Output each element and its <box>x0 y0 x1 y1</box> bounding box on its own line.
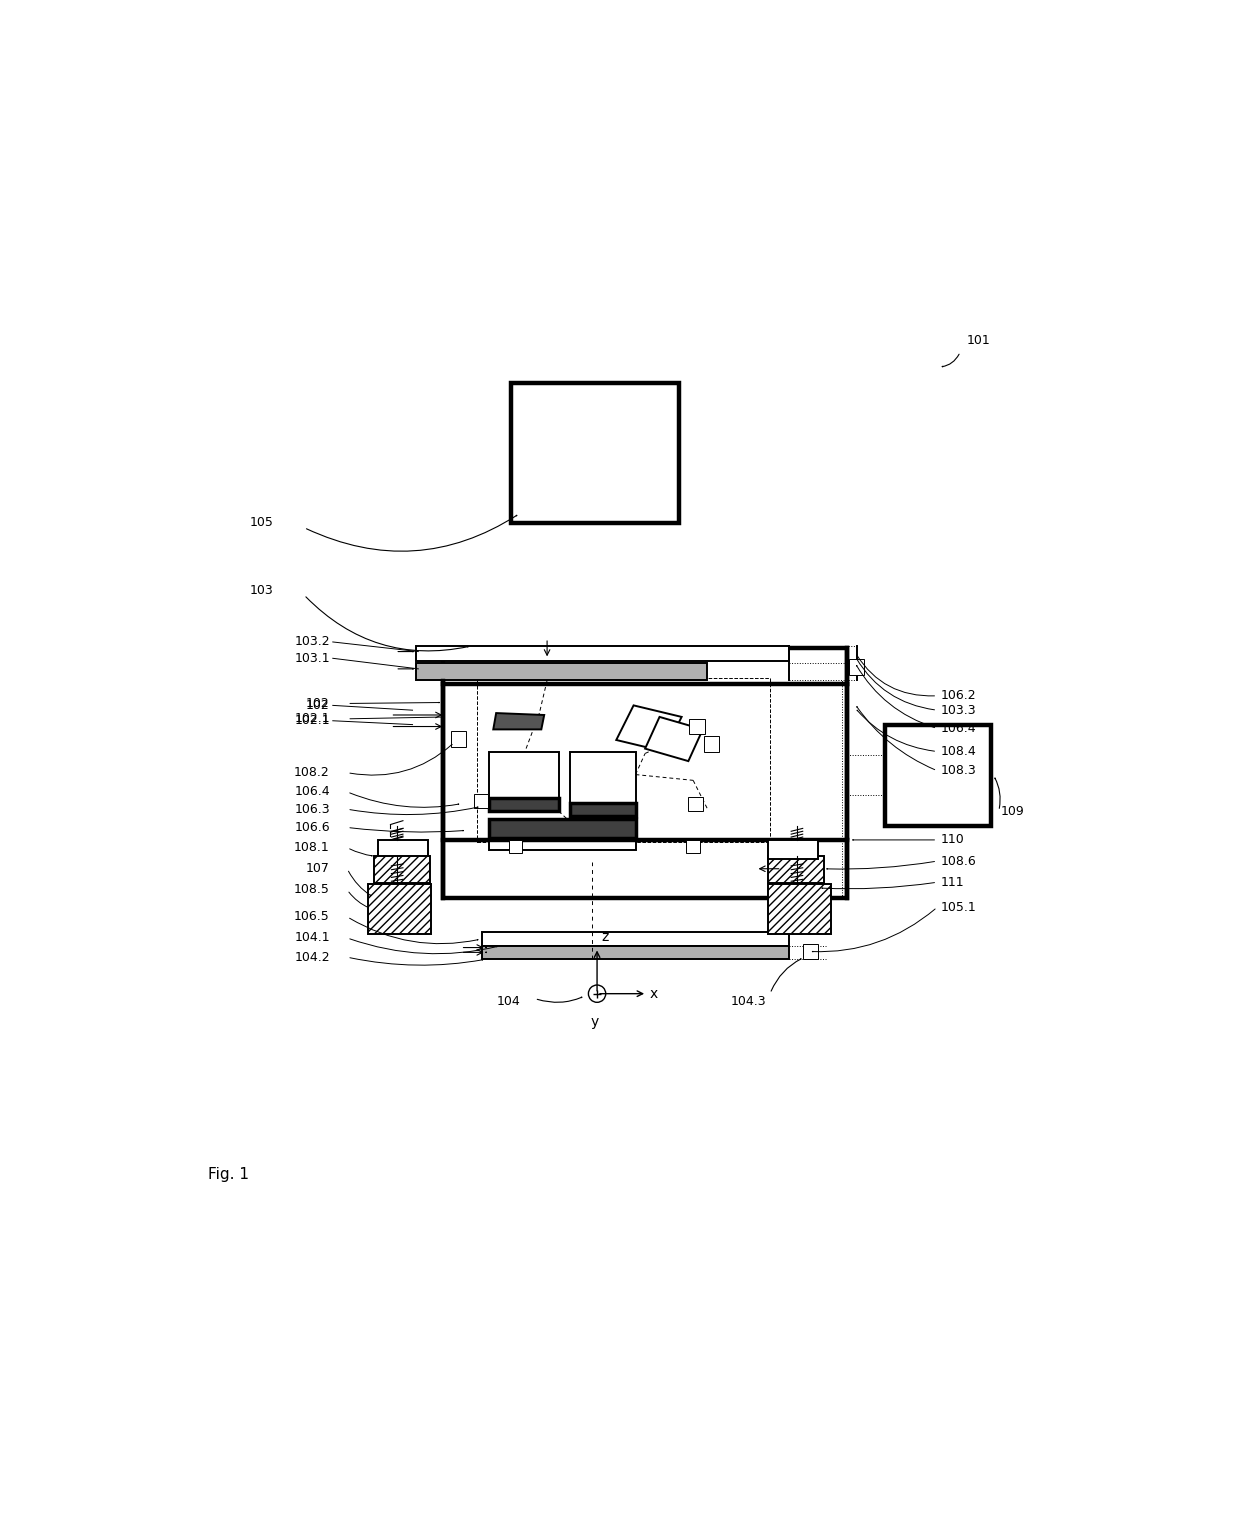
FancyArrowPatch shape <box>350 849 372 855</box>
Bar <box>704 736 719 751</box>
Text: 106.5: 106.5 <box>294 910 330 923</box>
Text: 107: 107 <box>306 863 330 875</box>
FancyArrowPatch shape <box>771 959 801 991</box>
FancyArrowPatch shape <box>348 871 371 895</box>
Text: 102: 102 <box>306 698 330 710</box>
Text: 103.3: 103.3 <box>941 704 977 716</box>
Text: 108.4: 108.4 <box>941 745 977 757</box>
Bar <box>490 838 635 849</box>
FancyArrowPatch shape <box>350 806 477 814</box>
FancyArrowPatch shape <box>350 918 477 944</box>
Text: 106.4: 106.4 <box>941 722 977 734</box>
FancyArrowPatch shape <box>350 958 482 965</box>
Bar <box>481 932 789 946</box>
FancyArrowPatch shape <box>942 355 959 367</box>
Bar <box>885 725 991 826</box>
Text: 110: 110 <box>941 834 965 846</box>
Text: 102.1: 102.1 <box>294 713 330 725</box>
Bar <box>490 819 635 838</box>
FancyArrowPatch shape <box>350 793 459 808</box>
Bar <box>802 944 818 959</box>
Bar <box>511 384 678 523</box>
Bar <box>378 840 428 860</box>
Text: 105.1: 105.1 <box>941 901 977 913</box>
FancyArrowPatch shape <box>857 659 935 710</box>
FancyArrowPatch shape <box>350 828 464 832</box>
Text: 103.1: 103.1 <box>294 652 330 666</box>
Text: 106.3: 106.3 <box>294 803 330 815</box>
Bar <box>490 797 558 811</box>
FancyArrowPatch shape <box>348 892 368 907</box>
Bar <box>417 646 789 661</box>
Bar <box>570 803 635 815</box>
Text: 104.1: 104.1 <box>294 932 330 944</box>
Bar <box>768 884 831 935</box>
Text: z: z <box>601 930 609 944</box>
Bar <box>570 751 635 803</box>
Text: 102.1: 102.1 <box>294 715 330 727</box>
Bar <box>451 731 466 747</box>
Text: 103.2: 103.2 <box>294 635 330 649</box>
FancyArrowPatch shape <box>306 516 517 551</box>
Bar <box>417 662 707 681</box>
Polygon shape <box>494 713 544 730</box>
Text: Fig. 1: Fig. 1 <box>208 1167 249 1181</box>
Text: 104.2: 104.2 <box>294 950 330 964</box>
Text: 106.6: 106.6 <box>294 822 330 834</box>
Text: 104.3: 104.3 <box>732 994 766 1008</box>
FancyArrowPatch shape <box>537 998 582 1002</box>
FancyArrowPatch shape <box>857 655 935 696</box>
Bar <box>444 647 847 898</box>
FancyArrowPatch shape <box>350 745 451 776</box>
Bar <box>368 884 430 935</box>
FancyArrowPatch shape <box>306 597 469 650</box>
FancyArrowPatch shape <box>812 909 935 952</box>
Text: 111: 111 <box>941 875 965 889</box>
Bar <box>481 946 789 959</box>
Text: 108.1: 108.1 <box>294 842 330 854</box>
Bar <box>687 840 699 854</box>
FancyArrowPatch shape <box>857 707 935 770</box>
Text: 109: 109 <box>1001 805 1024 817</box>
Bar <box>474 794 489 808</box>
Text: 106.4: 106.4 <box>294 785 330 799</box>
Polygon shape <box>616 705 682 751</box>
FancyArrowPatch shape <box>350 939 497 953</box>
FancyArrowPatch shape <box>994 779 1001 808</box>
Bar <box>689 719 704 734</box>
Text: 101: 101 <box>967 334 991 347</box>
Bar <box>508 840 522 854</box>
Text: 108.6: 108.6 <box>941 855 977 868</box>
Bar <box>374 857 430 883</box>
FancyArrowPatch shape <box>350 716 444 719</box>
Text: y: y <box>591 1014 599 1028</box>
Bar <box>768 840 818 860</box>
Bar <box>688 797 703 811</box>
FancyArrowPatch shape <box>857 666 935 728</box>
Text: 108.2: 108.2 <box>294 767 330 779</box>
FancyArrowPatch shape <box>827 861 935 869</box>
FancyArrowPatch shape <box>857 710 935 751</box>
Text: 103: 103 <box>249 583 273 597</box>
Text: 104: 104 <box>497 994 521 1008</box>
Text: 106.2: 106.2 <box>941 690 977 702</box>
Bar <box>768 857 823 883</box>
Polygon shape <box>645 718 703 760</box>
Bar <box>490 751 558 797</box>
Text: 102: 102 <box>306 699 330 711</box>
Text: x: x <box>650 987 658 1001</box>
Text: 108.5: 108.5 <box>294 883 330 897</box>
Text: 105: 105 <box>249 516 273 529</box>
Bar <box>477 678 770 842</box>
FancyArrowPatch shape <box>822 883 935 889</box>
Text: 108.3: 108.3 <box>941 763 977 777</box>
Bar <box>849 659 864 675</box>
